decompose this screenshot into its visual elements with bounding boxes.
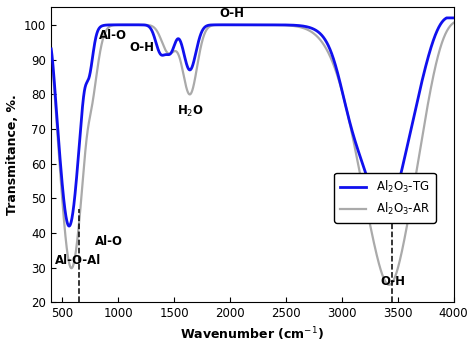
Text: H$_2$O: H$_2$O [177, 104, 204, 119]
Y-axis label: Transmitance, %.: Transmitance, %. [6, 95, 18, 215]
Text: Al-O: Al-O [95, 235, 123, 248]
Text: O-H: O-H [381, 275, 406, 288]
X-axis label: Wavenumber (cm$^{-1}$): Wavenumber (cm$^{-1}$) [181, 326, 324, 343]
Text: Al-O-Al: Al-O-Al [55, 254, 101, 267]
Text: O-H: O-H [129, 41, 155, 54]
Text: O-H: O-H [220, 7, 245, 20]
Legend: Al$_2$O$_3$-TG, Al$_2$O$_3$-AR: Al$_2$O$_3$-TG, Al$_2$O$_3$-AR [335, 173, 436, 223]
Text: Al-O: Al-O [99, 29, 128, 42]
